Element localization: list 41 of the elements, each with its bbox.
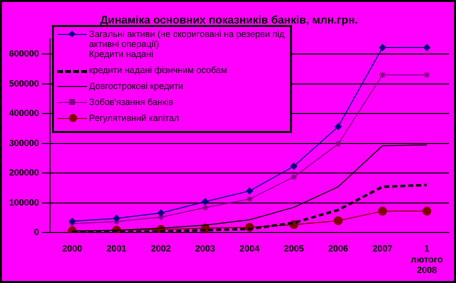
point [379,44,386,52]
y-tick-label: 0 [34,227,40,238]
x-tick-label: 2000 [62,243,82,254]
x-tick-label: 2006 [328,243,348,254]
point [378,206,388,216]
legend-label: Регулятивний капітал [89,113,180,124]
y-tick-label: 100000 [8,197,40,208]
y-tick-label: 500000 [8,78,40,88]
point [157,209,164,216]
point [202,204,209,212]
point [334,216,343,226]
point [246,187,254,194]
legend-label: Зобов'язання банків [89,97,174,108]
legend-label: Загальні активи (не скориговані на резерви під активні операції) [89,29,286,50]
x-tick-label: 2007 [372,243,393,254]
point [113,214,120,222]
y-tick-label: 400000 [8,108,40,118]
point [290,162,298,170]
x-tick-label: 2005 [284,243,304,254]
point [246,195,254,202]
y-tick-label: 200000 [8,168,40,178]
point [423,44,430,52]
point [379,71,386,78]
chart-title: Динаміка основних показників банків, млн.грн. [100,14,358,27]
point [334,140,342,148]
annotation: Кредити надані [89,49,154,60]
point [290,173,298,180]
x-tick-label: 2002 [150,243,171,254]
legend-label: кредити надані фізичним особам [89,65,228,76]
point [334,123,342,130]
point [202,198,209,206]
legend-label: Довгострокові кредити [89,81,184,92]
y-tick-label: 600000 [8,48,40,59]
x-tick-label: 2004 [240,243,260,254]
y-tick-label: 300000 [8,138,40,148]
x-tick-label: 2003 [195,243,216,254]
point [157,214,164,221]
x-tick-label: 2001 [106,243,127,254]
point [68,218,76,225]
point [422,206,432,216]
x-tick-label: 1 лютого 2008 [410,243,444,276]
